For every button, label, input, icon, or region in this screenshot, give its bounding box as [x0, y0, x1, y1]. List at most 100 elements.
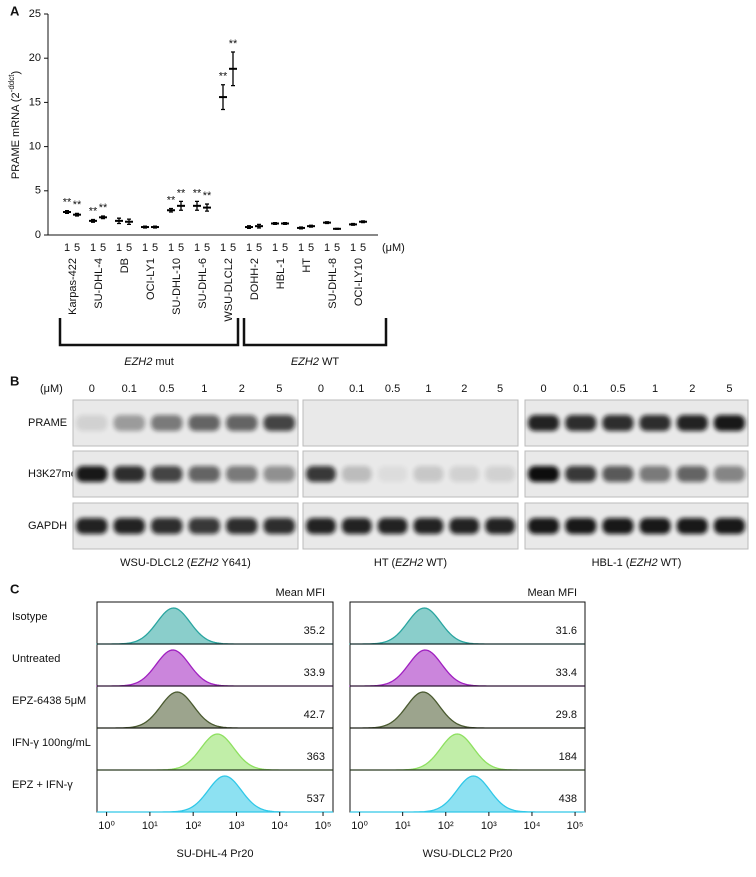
text-part: PRAME mRNA (2 [10, 92, 22, 179]
blot-band [528, 466, 560, 482]
blot-strip [302, 450, 519, 498]
blot-band [413, 466, 444, 482]
x-tick-label: 10⁰ [98, 820, 115, 832]
error-bar [283, 221, 287, 226]
error-bar [257, 223, 261, 229]
x-tick-label: WSU-DLCL2 [223, 258, 235, 322]
significance: ** [193, 187, 202, 199]
blot-band [188, 466, 220, 482]
group-bracket [242, 318, 388, 347]
y-tick-label: 0 [35, 229, 41, 241]
mfi-value: 537 [307, 793, 325, 805]
significance: ** [167, 194, 176, 206]
error-bar [195, 200, 199, 211]
error-bar [117, 217, 121, 225]
row-label: EPZ + IFN-γ [12, 779, 73, 791]
y-tick-label: 20 [29, 52, 41, 64]
mfi-value: 29.8 [556, 709, 577, 721]
plot-frame [96, 601, 334, 813]
histogram-curve [350, 775, 585, 813]
mfi-value: 363 [307, 751, 325, 763]
x-tick-label: OCI-LY10 [353, 258, 365, 306]
blot-band [485, 518, 515, 534]
error-bar [169, 207, 173, 213]
x-tick-label: DOHH-2 [249, 258, 261, 300]
x-tick-label: 10⁵ [567, 820, 584, 832]
unit-label: (μM) [40, 383, 63, 395]
y-axis-title: PRAME mRNA (2-ddct) [7, 71, 22, 179]
dose-label: 5 [126, 242, 132, 254]
error-bar [231, 51, 235, 87]
group-bracket [58, 318, 240, 347]
text-part: HT ( [374, 557, 396, 569]
dose-label: 5 [74, 242, 80, 254]
dose-label: 0 [318, 383, 324, 395]
blot-strip [524, 502, 749, 550]
blot-strip [302, 502, 519, 550]
mfi-value: 31.6 [556, 625, 577, 637]
blot-strip [524, 399, 749, 447]
histogram-curve [349, 691, 585, 729]
dose-label: 1 [90, 242, 96, 254]
dose-label: 0.1 [122, 383, 137, 395]
x-tick-label: 10¹ [142, 820, 158, 832]
dose-label: 0.1 [349, 383, 364, 395]
blot-band [226, 466, 258, 482]
dose-label: 1 [64, 242, 70, 254]
error-bar [351, 222, 355, 226]
dose-label: 0.5 [610, 383, 625, 395]
x-tick-label: 10⁴ [271, 820, 288, 832]
blot-band [151, 415, 183, 431]
blot-band [449, 466, 480, 482]
error-bar [247, 225, 251, 230]
unit-label: (μM) [382, 242, 405, 254]
dose-label: 5 [334, 242, 340, 254]
x-tick-label: OCI-LY1 [145, 258, 157, 300]
blot-band [76, 466, 108, 482]
significance: ** [63, 197, 72, 209]
row-label: H3K27me3 [28, 468, 83, 480]
blot-band [113, 518, 145, 534]
significance: ** [177, 187, 186, 199]
x-tick-label: SU-DHL-8 [327, 258, 339, 309]
blot-band [306, 466, 336, 482]
error-bar [273, 221, 277, 226]
histogram-curve [97, 733, 333, 771]
significance: ** [203, 190, 212, 202]
text-part: EZH2 [190, 557, 218, 569]
x-axis-title: SU-DHL-4 Pr20 [176, 848, 253, 860]
text-part: -ddct [7, 74, 16, 93]
blot-caption: HT (EZH2 WT) [374, 557, 447, 569]
significance: ** [219, 71, 228, 83]
row-label: PRAME [28, 417, 67, 429]
dose-label: 5 [256, 242, 262, 254]
blot-band [306, 518, 336, 534]
blot-band [151, 466, 183, 482]
error-bar [325, 221, 329, 225]
error-bar [75, 212, 79, 217]
x-tick-label: HT [301, 258, 313, 273]
dose-label: 1 [324, 242, 330, 254]
blot-strip [72, 502, 299, 550]
blot-band [341, 518, 372, 534]
dose-label: 1 [298, 242, 304, 254]
x-tick-label: Karpas-422 [67, 258, 79, 315]
value-header: Mean MFI [527, 587, 577, 599]
blot-band [377, 466, 408, 482]
blot-strip [72, 399, 299, 447]
x-tick-label: 10⁰ [351, 820, 368, 832]
text-part: EZH2 [291, 356, 319, 368]
text-part: mut [152, 356, 173, 368]
blot-band [713, 518, 745, 534]
x-tick-label: 10¹ [395, 820, 411, 832]
dose-label: 5 [282, 242, 288, 254]
dose-label: 0 [541, 383, 547, 395]
dose-label: 1 [425, 383, 431, 395]
dose-label: 5 [726, 383, 732, 395]
histogram-curve [349, 607, 585, 645]
significance: ** [229, 38, 238, 50]
dose-label: 1 [194, 242, 200, 254]
mfi-value: 184 [559, 751, 577, 763]
row-label: Isotype [12, 611, 47, 623]
dose-label: 5 [178, 242, 184, 254]
